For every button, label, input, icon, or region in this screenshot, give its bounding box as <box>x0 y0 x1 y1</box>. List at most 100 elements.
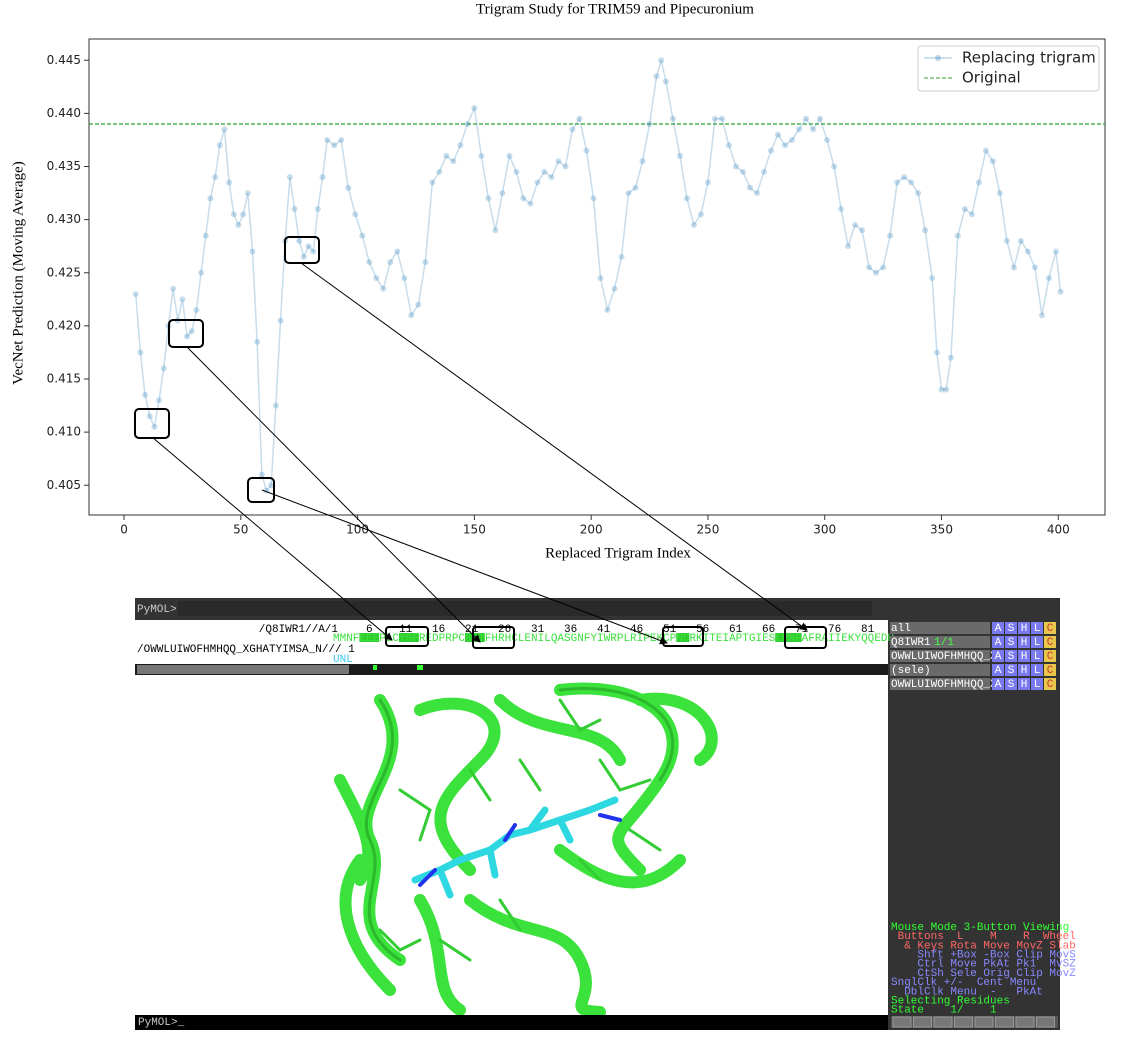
callout-arrow <box>300 262 808 631</box>
movie-button[interactable] <box>995 1016 1014 1028</box>
movie-button[interactable] <box>974 1016 994 1028</box>
y-tick-label: 0.425 <box>47 265 81 279</box>
data-point <box>690 221 697 228</box>
data-point <box>485 195 492 202</box>
movie-button[interactable] <box>954 1016 973 1028</box>
object-button[interactable] <box>1018 622 1030 634</box>
data-point <box>198 269 205 276</box>
seq-number: 16 <box>432 624 445 636</box>
object-button[interactable] <box>1018 650 1030 662</box>
object-button[interactable] <box>1018 636 1030 648</box>
data-point <box>597 275 604 282</box>
data-point <box>296 237 303 244</box>
object-name: all <box>891 623 911 635</box>
residue-highlight <box>788 633 802 642</box>
object-button[interactable] <box>1031 636 1043 648</box>
command-field[interactable] <box>178 601 872 616</box>
object-row[interactable] <box>890 622 990 634</box>
object-button[interactable] <box>992 650 1004 662</box>
data-point <box>739 168 746 175</box>
movie-button[interactable] <box>892 1016 912 1028</box>
object-button[interactable] <box>1005 664 1017 676</box>
data-point <box>548 174 555 181</box>
data-point <box>852 221 859 228</box>
object-button[interactable] <box>1018 664 1030 676</box>
object-button[interactable] <box>1005 622 1017 634</box>
data-point <box>697 211 704 218</box>
object-button-label: A <box>995 651 1002 663</box>
scroll-marker <box>373 665 377 670</box>
data-point <box>202 232 209 239</box>
object-button[interactable] <box>1044 678 1056 690</box>
object-button[interactable] <box>992 664 1004 676</box>
object-button[interactable] <box>1031 650 1043 662</box>
residue-highlight <box>775 633 789 642</box>
movie-button[interactable] <box>913 1016 932 1028</box>
scrollbar-thumb[interactable] <box>137 665 349 674</box>
x-tick-label: 100 <box>346 523 369 537</box>
data-point <box>922 227 929 234</box>
seq-number: 41 <box>597 624 611 636</box>
object-button[interactable] <box>1031 678 1043 690</box>
legend-frame <box>917 45 1100 92</box>
movie-button[interactable] <box>1036 1016 1055 1028</box>
object-button-label: S <box>1008 665 1015 677</box>
data-point <box>380 285 387 292</box>
data-point <box>345 184 352 191</box>
object-button[interactable] <box>1031 664 1043 676</box>
data-point <box>179 296 186 303</box>
object-row[interactable] <box>890 678 990 690</box>
movie-button[interactable] <box>933 1016 953 1028</box>
y-axis-label: VecNet Prediction (Moving Average) <box>10 161 26 384</box>
data-point <box>676 152 683 159</box>
object-row[interactable] <box>890 664 990 676</box>
data-point <box>873 269 880 276</box>
y-tick-label: 0.405 <box>47 478 81 492</box>
data-point <box>534 179 541 186</box>
object-button[interactable] <box>1005 678 1017 690</box>
object-button[interactable] <box>1044 664 1056 676</box>
data-point <box>718 115 725 122</box>
y-tick-label: 0.445 <box>47 53 81 67</box>
object-button[interactable] <box>1005 650 1017 662</box>
data-point <box>394 248 401 255</box>
object-button[interactable] <box>1044 636 1056 648</box>
data-point <box>555 158 562 165</box>
object-button[interactable] <box>1044 650 1056 662</box>
object-button[interactable] <box>992 622 1004 634</box>
mouse-mode-line: State 1/ 1 <box>891 1005 997 1017</box>
object-row[interactable] <box>890 650 990 662</box>
data-point <box>291 206 298 212</box>
data-point <box>464 121 471 127</box>
object-button[interactable] <box>1018 678 1030 690</box>
bottom-command-bar[interactable] <box>135 1015 888 1030</box>
object-button-label: H <box>1021 651 1028 663</box>
x-tick-label: 300 <box>813 523 836 537</box>
data-point <box>1057 288 1064 295</box>
object-name: (sele) <box>891 665 931 677</box>
data-point <box>845 243 852 250</box>
mouse-mode-line: SnglClk +/- Cent Menu <box>891 977 1036 989</box>
object-button[interactable] <box>992 678 1004 690</box>
data-point <box>732 163 739 170</box>
data-point <box>193 306 200 313</box>
scrollbar-track <box>135 664 888 675</box>
object-button[interactable] <box>1044 622 1056 634</box>
seq-number: 66 <box>762 624 775 636</box>
callout-arrow <box>261 489 668 645</box>
x-tick-label: 250 <box>696 523 719 537</box>
data-point <box>646 121 653 127</box>
object-button[interactable] <box>992 636 1004 648</box>
object-button[interactable] <box>1031 622 1043 634</box>
data-point <box>753 190 760 197</box>
object-button[interactable] <box>1005 636 1017 648</box>
mouse-mode-line: & Keys Rota Move MovZ Slab <box>891 940 1076 952</box>
seq-number: 31 <box>531 624 545 636</box>
data-point <box>669 115 676 122</box>
object-button-label: C <box>1047 679 1054 691</box>
data-point <box>968 211 975 218</box>
x-tick-label: 400 <box>1047 523 1070 537</box>
data-point <box>569 126 576 133</box>
object-row[interactable] <box>890 636 990 648</box>
movie-button[interactable] <box>1015 1016 1035 1028</box>
